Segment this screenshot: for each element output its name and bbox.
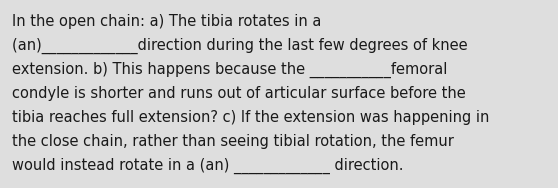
Text: condyle is shorter and runs out of articular surface before the: condyle is shorter and runs out of artic… xyxy=(12,86,466,101)
Text: In the open chain: a) The tibia rotates in a: In the open chain: a) The tibia rotates … xyxy=(12,14,321,29)
Text: would instead rotate in a (an) _____________ direction.: would instead rotate in a (an) _________… xyxy=(12,158,403,174)
Text: the close chain, rather than seeing tibial rotation, the femur: the close chain, rather than seeing tibi… xyxy=(12,134,454,149)
Text: (an)_____________direction during the last few degrees of knee: (an)_____________direction during the la… xyxy=(12,38,468,54)
Text: extension. b) This happens because the ___________femoral: extension. b) This happens because the _… xyxy=(12,62,448,78)
Text: tibia reaches full extension? c) If the extension was happening in: tibia reaches full extension? c) If the … xyxy=(12,110,489,125)
